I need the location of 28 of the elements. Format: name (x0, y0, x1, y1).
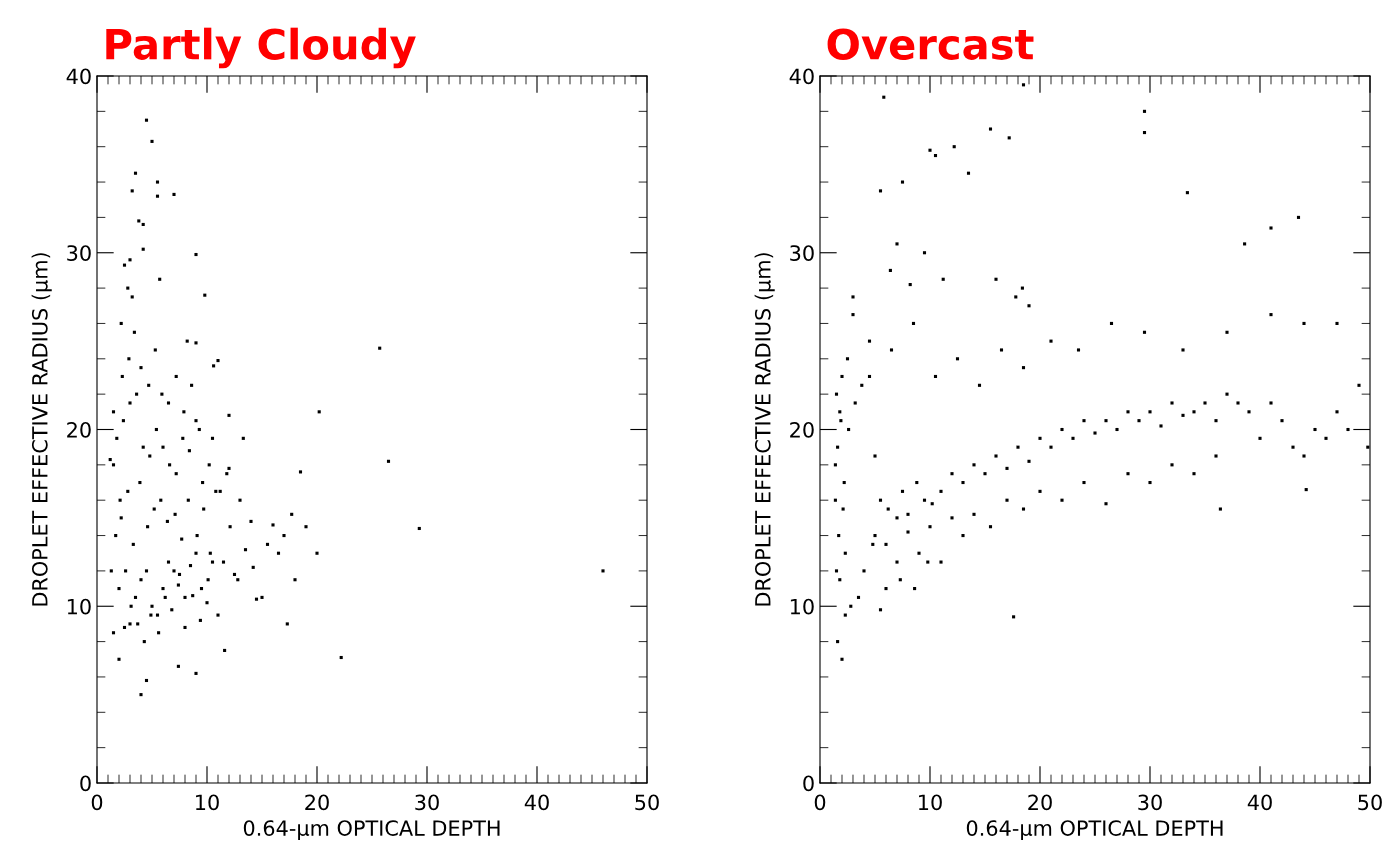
y-tick-label: 10 (67, 598, 91, 615)
y-tick-label: 0 (80, 775, 91, 792)
x-tick-label: 40 (524, 794, 549, 811)
x-tick-label: 30 (415, 794, 439, 811)
x-tick-label: 10 (196, 794, 219, 811)
x-tick-label: 10 (919, 794, 942, 811)
y-tick-label: 10 (790, 598, 814, 615)
y-axis-title: DROPLET EFFECTIVE RADIUS (μm) (754, 253, 775, 606)
chart-title: Partly Cloudy (106, 27, 416, 69)
y-tick-label: 30 (790, 245, 814, 261)
x-tick-label: 20 (305, 794, 329, 811)
x-tick-label: 50 (635, 794, 659, 811)
x-tick-label: 30 (1138, 794, 1162, 811)
y-tick-label: 20 (67, 421, 91, 438)
x-tick-label: 50 (1358, 794, 1382, 811)
chart-title: Overcast (827, 28, 1034, 60)
y-tick-label: 30 (67, 245, 91, 261)
y-tick-label: 20 (790, 421, 814, 438)
x-tick-label: 40 (1247, 794, 1272, 811)
x-axis-title: 0.64-μm OPTICAL DEPTH (243, 820, 500, 840)
y-tick-label: 0 (803, 775, 814, 792)
x-tick-label: 0 (91, 794, 103, 811)
x-axis-title: 0.64-μm OPTICAL DEPTH (966, 820, 1223, 840)
x-tick-label: 0 (814, 794, 826, 811)
x-tick-label: 20 (1028, 794, 1052, 811)
y-tick-label: 40 (789, 68, 814, 85)
y-tick-label: 40 (66, 68, 91, 85)
y-axis-title: DROPLET EFFECTIVE RADIUS (μm) (31, 253, 52, 606)
